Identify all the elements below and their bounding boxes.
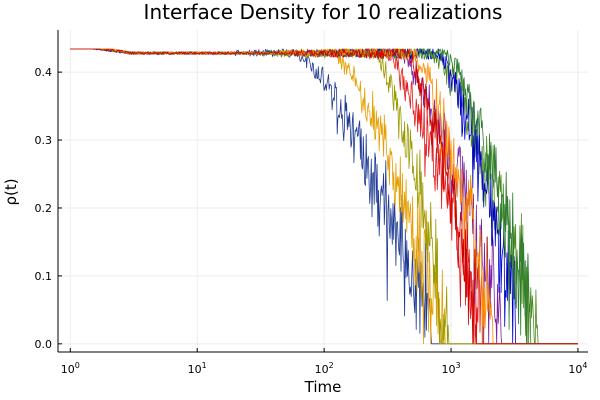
series-layer: [70, 48, 578, 345]
y-axis-label: ρ(t): [2, 178, 20, 205]
y-tick-label: 0.3: [35, 134, 53, 147]
y-tick-label: 0.4: [35, 66, 53, 79]
x-tick-label: 101: [188, 361, 207, 376]
x-tick-label: 104: [568, 361, 587, 376]
x-axis-label: Time: [304, 378, 342, 396]
x-tick-label: 102: [315, 361, 334, 376]
y-tick-label: 0.0: [35, 338, 53, 351]
x-tick-label: 100: [61, 361, 80, 376]
axes: [57, 30, 588, 353]
ticks: 100 101 102 103 104 0.0 0.1 0.2 0.3 0.4: [35, 66, 588, 376]
series-line-10: [70, 48, 578, 345]
x-tick-label: 103: [441, 361, 460, 376]
y-tick-label: 0.1: [35, 270, 53, 283]
y-tick-label: 0.2: [35, 202, 53, 215]
chart-title: Interface Density for 10 realizations: [144, 0, 503, 24]
